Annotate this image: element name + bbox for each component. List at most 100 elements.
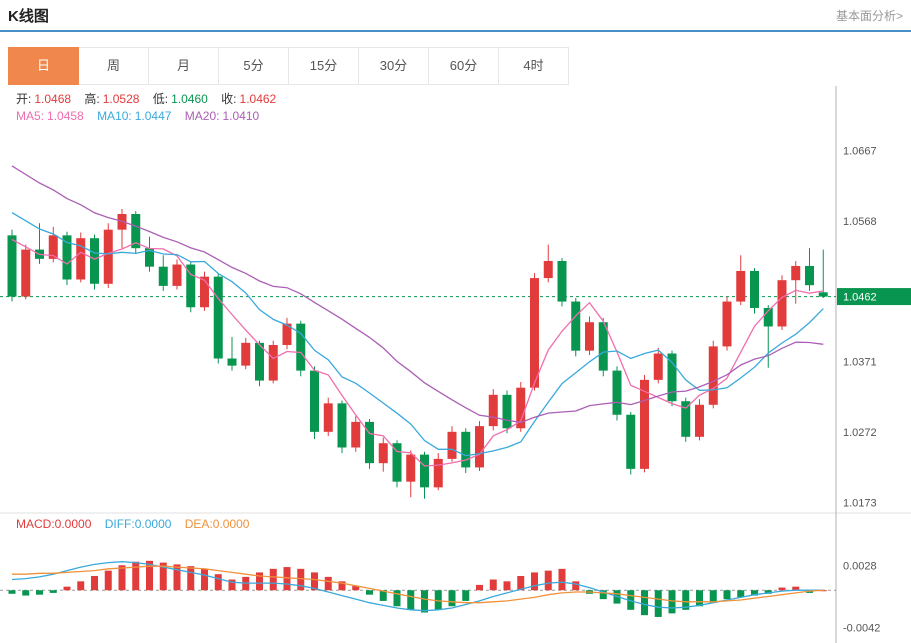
fundamental-analysis-link[interactable]: 基本面分析> [835, 8, 903, 23]
macd-hist-bar [627, 590, 635, 610]
macd-hist-bar [682, 590, 690, 610]
candle-body [158, 266, 168, 286]
macd-hist-bar [407, 590, 415, 610]
dea-line [12, 565, 824, 604]
macd-hist-bar [77, 581, 85, 591]
macd-hist-bar [448, 590, 456, 607]
candle-body [365, 421, 374, 464]
candle-body [433, 458, 443, 488]
candle-body [48, 235, 58, 259]
macd-hist-bar [201, 568, 208, 591]
tab-60min[interactable]: 60分 [429, 47, 499, 85]
tab-15min[interactable]: 15分 [289, 47, 359, 85]
candle-body [337, 403, 347, 448]
price-tick-label: 1.0272 [843, 427, 877, 439]
candle-body [213, 276, 223, 359]
macd-hist-bar [517, 575, 525, 591]
candle-body [791, 265, 801, 281]
candle-body [543, 260, 553, 279]
candle-body [557, 260, 567, 302]
candle-body [626, 414, 636, 469]
price-tick-label: 1.0568 [843, 216, 877, 228]
macd-hist-bar [104, 570, 112, 591]
candle-body [447, 431, 457, 459]
candle-body [695, 404, 704, 437]
candle-body [7, 235, 17, 297]
macd-hist-bar [146, 560, 153, 591]
macd-tick-label: -0.0042 [843, 623, 880, 635]
macd-hist-bar [421, 590, 428, 613]
candle-body [612, 370, 622, 415]
macd-hist-bar [572, 581, 580, 591]
macd-hist-bar [558, 568, 566, 591]
tab-day[interactable]: 日 [8, 47, 79, 85]
candle-body [516, 387, 526, 429]
candle-body [750, 270, 759, 308]
macd-hist-bar [489, 579, 497, 591]
macd-hist-bar [792, 586, 800, 591]
macd-hist-bar [434, 590, 442, 610]
price-tick-label: 1.0371 [843, 356, 877, 368]
tab-week[interactable]: 周 [79, 47, 149, 85]
macd-hist-bar [8, 590, 16, 594]
macd-hist-bar [338, 581, 346, 591]
candle-body [21, 249, 31, 297]
current-price-badge [837, 288, 911, 306]
candle-body [172, 264, 182, 286]
candle-body [378, 443, 388, 464]
macd-hist-bar [531, 572, 538, 591]
candle-body [392, 443, 402, 482]
macd-hist-bar [393, 590, 401, 607]
macd-hist-bar [668, 590, 676, 614]
macd-hist-bar [503, 581, 511, 591]
macd-hist-bar [379, 590, 387, 601]
macd-hist-bar [36, 590, 43, 595]
candle-body [200, 276, 209, 308]
candle-body [708, 346, 718, 405]
candle-body [598, 322, 608, 371]
tab-4hour[interactable]: 4时 [499, 47, 569, 85]
candle-body [323, 403, 333, 432]
macd-hist-bar [778, 587, 786, 591]
macd-hist-bar [654, 590, 662, 617]
candle-body [406, 454, 416, 482]
candle-body [571, 301, 581, 351]
candle-body [420, 454, 429, 488]
macd-hist-bar [269, 568, 277, 591]
macd-hist-bar [764, 590, 772, 594]
ma5-line [11, 238, 824, 467]
candle-body [818, 292, 828, 297]
candle-body [736, 270, 746, 302]
candle-body [145, 248, 154, 267]
tab-30min[interactable]: 30分 [359, 47, 429, 85]
macd-hist-bar [599, 590, 607, 600]
macd-hist-bar [324, 576, 332, 591]
candle-body [667, 353, 677, 402]
candle-body [131, 214, 141, 249]
tab-5min[interactable]: 5分 [219, 47, 289, 85]
candle-body [76, 238, 86, 280]
macd-hist-bar [737, 590, 745, 598]
candle-body [475, 426, 484, 468]
ma10-line [11, 212, 824, 457]
ma20-line [11, 165, 824, 424]
candle-body [296, 323, 306, 371]
macd-hist-bar [641, 590, 648, 616]
candle-body [103, 229, 113, 284]
widget-header: K线图 基本面分析> [0, 0, 911, 32]
macd-hist-bar [696, 590, 703, 607]
macd-hist-bar [476, 584, 483, 591]
macd-hist-bar [173, 564, 181, 591]
macd-hist-bar [723, 590, 731, 600]
candle-body [488, 394, 498, 427]
candle-body [255, 342, 264, 381]
macd-hist-bar [544, 570, 552, 591]
tab-month[interactable]: 月 [149, 47, 219, 85]
candle-body [640, 379, 649, 469]
macd-hist-bar [159, 562, 167, 591]
price-tick-label: 1.0173 [843, 497, 877, 509]
macd-hist-bar [709, 590, 717, 603]
macd-hist-bar [256, 572, 263, 591]
